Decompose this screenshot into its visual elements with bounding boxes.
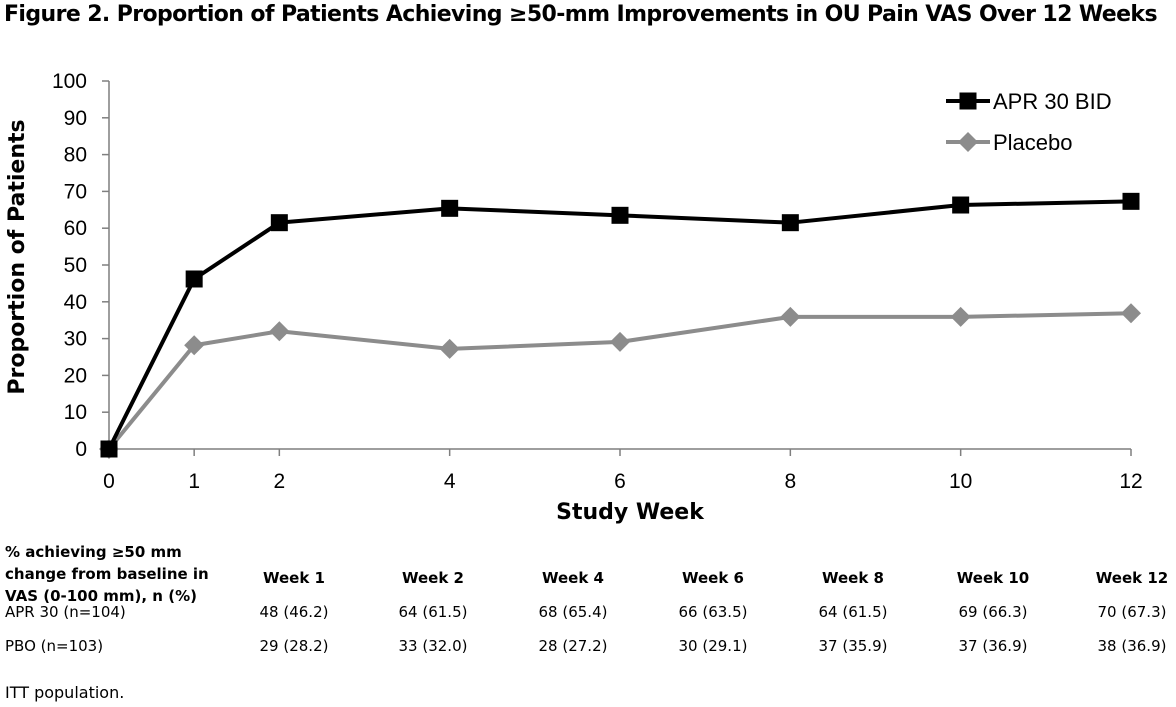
column-header: Week 6 [682, 569, 744, 587]
table-caption-line: % achieving ≥50 mm [5, 543, 182, 561]
y-tick-label: 60 [64, 217, 87, 240]
data-point-square [185, 270, 203, 288]
table-caption: % achieving ≥50 mm change from baseline … [5, 541, 265, 607]
x-tick-label: 6 [614, 470, 626, 493]
data-point-diamond [1121, 303, 1141, 324]
y-tick-label: 30 [64, 328, 87, 351]
series-line [107, 199, 1132, 450]
column-header: Week 4 [542, 569, 604, 587]
y-tick-label: 80 [64, 144, 87, 167]
table-cell: 64 (61.5) [818, 603, 888, 621]
y-tick-label: 20 [64, 364, 87, 387]
table-cell: 33 (32.0) [398, 637, 468, 655]
y-tick-label: 0 [75, 438, 87, 461]
data-point-square [611, 206, 629, 224]
x-tick-label: 0 [103, 470, 115, 493]
y-tick-label: 40 [64, 291, 87, 314]
table-cell: 30 (29.1) [678, 637, 748, 655]
y-tick-label: 90 [64, 107, 87, 130]
x-tick-label: 4 [444, 470, 456, 493]
data-point-square [1122, 192, 1140, 210]
table-cell: 29 (28.2) [259, 637, 329, 655]
column-header: Week 10 [956, 569, 1030, 587]
x-tick-label: 8 [784, 470, 796, 493]
row-label: PBO (n=103) [5, 637, 104, 655]
y-tick-label: 100 [52, 70, 87, 93]
table-cell: 64 (61.5) [398, 603, 468, 621]
table-caption-line: VAS (0-100 mm), n (%) [5, 587, 197, 605]
table-cell: 37 (36.9) [958, 637, 1028, 655]
y-tick-label: 50 [64, 254, 87, 277]
table-cell: 28 (27.2) [538, 637, 608, 655]
data-point-diamond [184, 335, 205, 356]
column-header: Week 12 [1095, 569, 1169, 587]
data-point-square [441, 199, 459, 217]
x-tick-label: 2 [273, 470, 285, 493]
data-point-diamond [269, 321, 290, 342]
data-point-diamond [610, 331, 630, 352]
table-cell: 48 (46.2) [259, 603, 329, 621]
chart-legend: APR 30 BID Placebo [946, 89, 1112, 155]
y-axis-title: Proportion of Patients [5, 119, 30, 394]
legend-square-icon [959, 92, 977, 110]
x-tick-label: 12 [1119, 470, 1142, 493]
data-point-square [952, 196, 970, 214]
table-cell: 70 (67.3) [1097, 603, 1167, 621]
x-tick-label: 10 [949, 470, 972, 493]
data-point-square [270, 214, 288, 232]
legend-diamond-icon [958, 132, 978, 152]
figure-title: Figure 2. Proportion of Patients Achievi… [4, 2, 1158, 27]
table-cell: 38 (36.9) [1097, 637, 1167, 655]
table-caption-line: change from baseline in [5, 565, 209, 583]
data-point-square [781, 214, 799, 232]
table-cell: 37 (35.9) [818, 637, 888, 655]
data-point-diamond [439, 338, 460, 359]
chart-series [99, 192, 1141, 459]
data-point-diamond [780, 306, 801, 327]
legend-label: APR 30 BID [993, 89, 1112, 114]
y-tick-label: 70 [64, 180, 87, 203]
column-header: Week 2 [402, 569, 464, 587]
table-cell: 69 (66.3) [958, 603, 1028, 621]
x-axis-title: Study Week [556, 500, 705, 525]
data-point-square [100, 440, 118, 458]
series-line [107, 311, 1132, 451]
column-header: Week 1 [263, 569, 325, 587]
row-label: APR 30 (n=104) [5, 603, 126, 621]
x-tick-label: 1 [188, 470, 200, 493]
y-tick-label: 10 [64, 401, 87, 424]
column-header: Week 8 [822, 569, 884, 587]
data-point-diamond [950, 306, 971, 327]
footnote: ITT population. [5, 683, 125, 702]
table-cell: 66 (63.5) [678, 603, 748, 621]
table-cell: 68 (65.4) [538, 603, 608, 621]
legend-label: Placebo [993, 130, 1073, 155]
